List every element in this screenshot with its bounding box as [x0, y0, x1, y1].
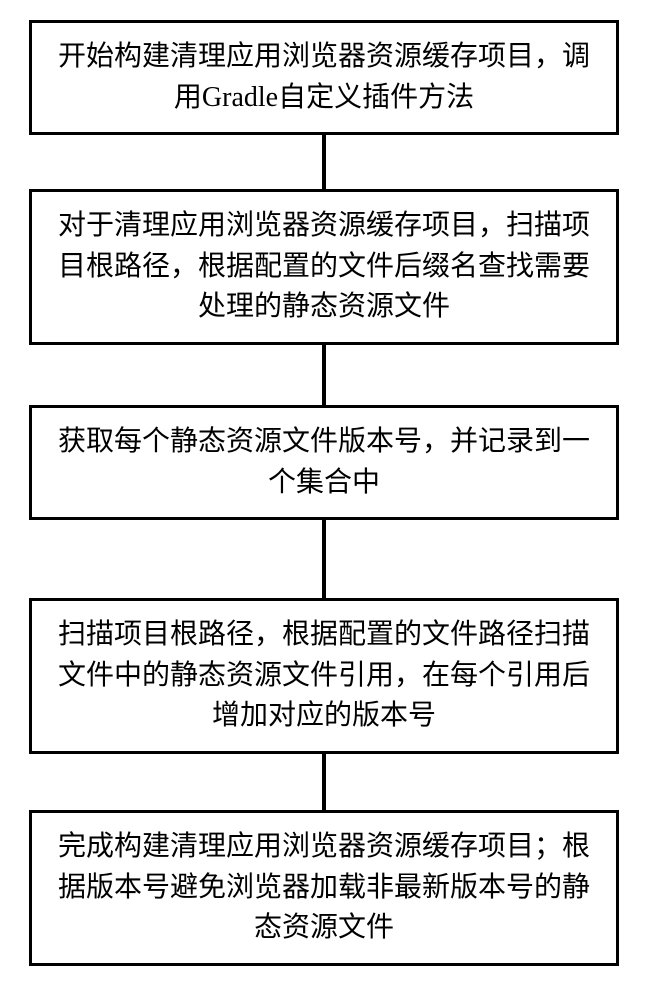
- node-text: 开始构建清理应用浏览器资源缓存项目，调用Gradle自定义插件方法: [56, 37, 592, 118]
- flow-connector: [322, 520, 326, 598]
- node-text: 扫描项目根路径，根据配置的文件路径扫描文件中的静态资源文件引用，在每个引用后增加…: [56, 615, 592, 737]
- flow-node-scan-suffix: 对于清理应用浏览器资源缓存项目，扫描项目根路径，根据配置的文件后缀名查找需要处理…: [29, 189, 619, 345]
- flowchart-container: 开始构建清理应用浏览器资源缓存项目，调用Gradle自定义插件方法 对于清理应用…: [0, 0, 648, 966]
- flow-node-start: 开始构建清理应用浏览器资源缓存项目，调用Gradle自定义插件方法: [29, 20, 619, 135]
- flow-node-scan-path: 扫描项目根路径，根据配置的文件路径扫描文件中的静态资源文件引用，在每个引用后增加…: [29, 598, 619, 754]
- flow-connector: [322, 345, 326, 405]
- node-text: 获取每个静态资源文件版本号，并记录到一个集合中: [56, 422, 592, 503]
- flow-connector: [322, 135, 326, 189]
- node-text: 完成构建清理应用浏览器资源缓存项目；根据版本号避免浏览器加载非最新版本号的静态资…: [56, 827, 592, 949]
- node-text: 对于清理应用浏览器资源缓存项目，扫描项目根路径，根据配置的文件后缀名查找需要处理…: [56, 206, 592, 328]
- flow-node-version: 获取每个静态资源文件版本号，并记录到一个集合中: [29, 405, 619, 520]
- flow-connector: [322, 754, 326, 810]
- flow-node-finish: 完成构建清理应用浏览器资源缓存项目；根据版本号避免浏览器加载非最新版本号的静态资…: [29, 810, 619, 966]
